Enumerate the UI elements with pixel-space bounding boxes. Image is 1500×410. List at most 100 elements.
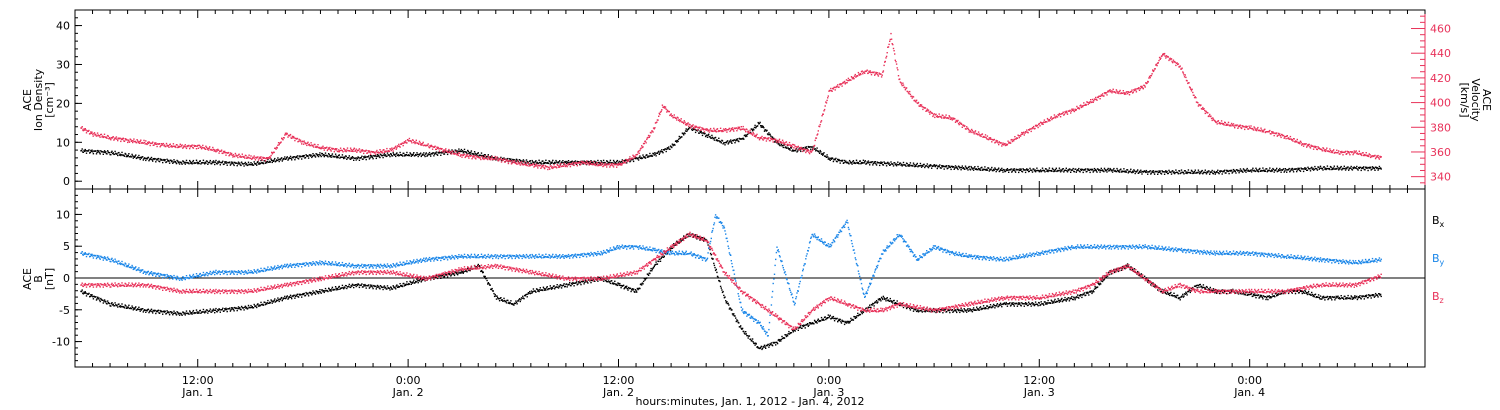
data-point	[966, 126, 968, 128]
data-point	[1287, 137, 1290, 139]
data-point	[230, 163, 232, 165]
data-point	[838, 158, 840, 161]
data-point	[653, 128, 655, 130]
data-point	[139, 140, 141, 143]
data-point	[496, 156, 498, 158]
data-point	[1202, 173, 1204, 175]
data-point	[315, 145, 317, 148]
data-point	[1145, 171, 1147, 174]
data-point	[1100, 169, 1102, 171]
data-point	[271, 153, 273, 155]
data-point	[229, 154, 231, 156]
data-point	[163, 159, 166, 162]
data-point	[665, 150, 667, 153]
data-point	[174, 312, 176, 314]
data-point	[825, 155, 827, 158]
data-point	[641, 157, 644, 159]
data-point	[283, 158, 285, 160]
data-point	[875, 71, 877, 74]
y-tick-label: 30	[56, 58, 70, 71]
data-point	[176, 144, 178, 146]
data-point	[1326, 165, 1329, 167]
data-point	[481, 154, 483, 157]
data-point	[165, 312, 168, 315]
data-point	[1221, 122, 1223, 125]
data-point	[648, 136, 650, 138]
data-point	[1366, 167, 1369, 169]
data-point	[455, 150, 457, 153]
data-point	[679, 137, 681, 140]
data-point	[446, 150, 448, 152]
data-point	[1306, 169, 1309, 171]
data-point	[781, 139, 784, 141]
data-point	[239, 162, 241, 164]
data-point	[532, 163, 534, 166]
data-point	[139, 310, 141, 312]
data-point	[941, 166, 943, 168]
x-tick-label-time: 12:00	[1023, 374, 1055, 387]
data-point	[834, 158, 836, 161]
data-point	[176, 311, 178, 313]
data-point	[338, 151, 340, 153]
data-point	[751, 134, 754, 136]
data-point	[322, 145, 324, 147]
data-point	[204, 148, 206, 150]
data-point	[878, 162, 880, 164]
data-point	[125, 153, 127, 155]
x-tick-label-time: 12:00	[603, 374, 635, 387]
data-point	[438, 148, 440, 150]
data-point	[1134, 88, 1136, 90]
data-point	[234, 152, 237, 155]
data-point	[1183, 76, 1186, 78]
data-point	[656, 152, 659, 154]
data-point	[111, 137, 113, 139]
data-point	[1325, 149, 1327, 151]
data-point	[1094, 169, 1096, 171]
data-point	[1078, 107, 1080, 109]
data-point	[103, 150, 106, 152]
data-point	[583, 160, 585, 162]
right-tick-label: 400	[1430, 97, 1451, 110]
data-point	[307, 295, 310, 297]
data-point	[843, 82, 845, 84]
data-point	[864, 161, 866, 163]
data-point	[307, 293, 309, 295]
data-point	[206, 160, 208, 163]
data-point	[973, 133, 975, 135]
data-point	[96, 135, 98, 137]
data-point	[90, 150, 93, 153]
data-point	[1338, 169, 1340, 171]
data-point	[719, 130, 721, 132]
data-point	[447, 151, 449, 154]
data-point	[397, 145, 399, 147]
data-point	[92, 153, 95, 155]
data-point	[1112, 169, 1114, 171]
data-point	[1325, 168, 1327, 171]
data-point	[943, 168, 945, 170]
data-point	[225, 162, 228, 164]
data-point	[1031, 128, 1033, 130]
data-point	[807, 145, 809, 148]
data-point	[534, 165, 536, 167]
data-point	[232, 161, 234, 164]
data-point	[314, 293, 317, 295]
data-point	[585, 161, 587, 164]
data-point	[379, 153, 382, 155]
data-point	[767, 138, 769, 140]
data-point	[222, 307, 224, 309]
data-point	[119, 137, 121, 139]
data-point	[155, 142, 157, 144]
data-point	[1216, 171, 1218, 173]
data-point	[1138, 89, 1141, 91]
data-point	[87, 130, 89, 132]
data-point	[753, 135, 756, 137]
data-point	[259, 163, 261, 165]
data-point	[433, 155, 435, 157]
data-point	[965, 128, 967, 130]
data-point	[1082, 171, 1084, 174]
data-point	[342, 151, 344, 153]
data-point	[845, 79, 848, 81]
data-point	[477, 152, 479, 154]
data-point	[453, 151, 455, 153]
data-point	[555, 161, 558, 163]
